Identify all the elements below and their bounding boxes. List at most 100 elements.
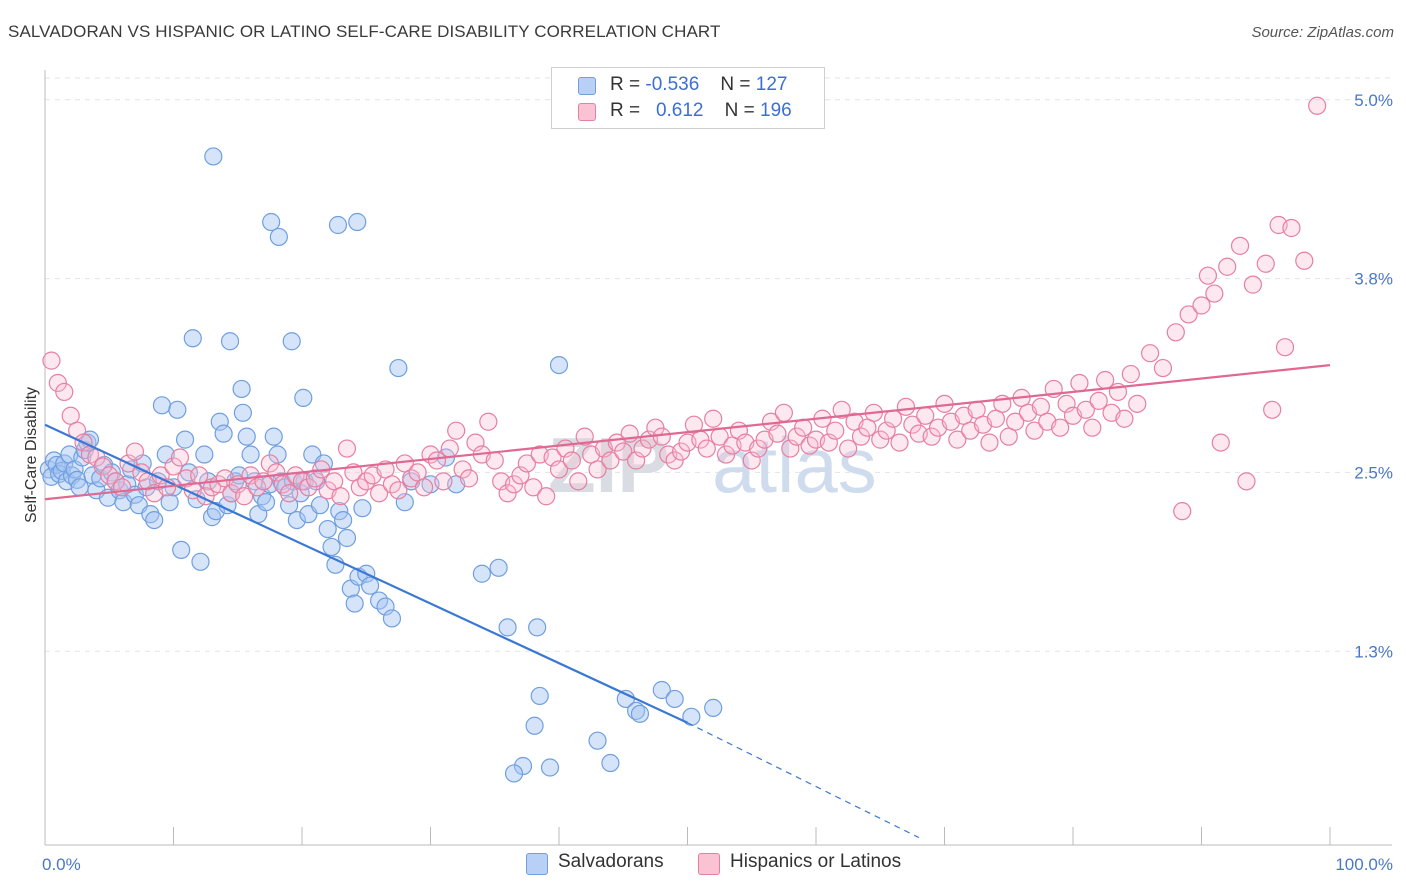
hispanics-point-124 [839,439,858,458]
salvadorans-point-121 [704,698,723,717]
chart-source: Source: ZipAtlas.com [1251,24,1394,41]
salvadorans-point-100 [282,332,301,351]
hispanics-point-172 [1166,323,1185,342]
hispanics-point-168 [1121,364,1140,384]
hispanics-point-185 [1211,433,1230,452]
hispanics-point-181 [1282,218,1301,238]
hispanics-point-40 [299,478,318,497]
hispanics-point-167 [1115,409,1134,428]
hispanics-point-54 [389,481,408,500]
hispanics-point-187 [1263,400,1282,419]
hispanics-point-34 [260,454,279,473]
salvadorans-point-99 [269,227,288,247]
hispanics-point-87 [601,451,620,470]
legend-r-value-hispanics: 0.612 [655,100,704,121]
salvadorans-point-35 [152,396,172,415]
hispanics-point-175 [1205,284,1224,303]
hispanics-point-116 [787,427,806,446]
salvadorans-point-101 [294,388,313,407]
salvadorans-point-102 [328,215,348,235]
series-hispanics-points [42,96,1327,521]
salvadorans-point-37 [160,493,179,512]
salvadorans-point-89 [361,576,380,595]
chart-title: SALVADORAN VS HISPANIC OR LATINO SELF-CA… [8,22,721,41]
salvadorans-point-64 [264,427,283,446]
hispanics-point-63 [447,421,466,440]
salvadorans-point-96 [220,332,240,351]
hispanics-point-169 [1128,394,1147,413]
hispanics-point-183 [1308,96,1327,115]
grid-lines [45,77,1392,652]
hispanics-point-131 [883,409,903,428]
hispanics-point-161 [1076,400,1095,419]
hispanics-point-179 [1256,254,1275,273]
hispanics-point-51 [370,484,389,503]
legend-r-label: R = [610,100,641,121]
series-legend: Salvadorans Hispanics or Latinos [0,850,1406,880]
hispanics-point-95 [652,427,671,446]
hispanics-point-163 [1089,391,1108,410]
hispanics-point-113 [768,424,787,443]
hispanics-point-11 [112,478,132,497]
salvadorans-point-87 [353,499,372,518]
trend-line-hispanics [44,364,1331,501]
y-tick-label-3: 5.0% [1354,91,1393,110]
salvadorans-point-45 [191,552,210,571]
salvadorans-point-22 [102,463,121,482]
salvadorans-point-51 [214,424,233,443]
hispanics-point-62 [440,439,459,458]
hispanics-point-98 [671,442,691,461]
hispanics-point-0 [42,351,61,370]
salvadorans-point-50 [210,412,229,431]
trend-line-salvadorans-extension [687,722,920,839]
x-tick-label-1: 100.0% [1335,855,1393,874]
salvadorans-point-56 [233,403,252,422]
hispanics-point-114 [774,403,793,422]
hispanics-point-188 [1275,338,1295,357]
hispanics-point-2 [55,382,74,402]
legend-n-label: N = [724,100,755,121]
salvadorans-point-83 [337,528,357,548]
salvadorans-point-123 [540,758,560,777]
hispanics-point-157 [1051,418,1070,437]
legend-swatch-salvadorans [526,853,548,875]
hispanics-point-122 [826,421,845,440]
hispanics-point-162 [1083,418,1102,437]
hispanics-point-129 [871,430,890,449]
correlation-legend: R = -0.536 N = 127 R = 0.612 N = 196 [551,67,825,129]
hispanics-point-103 [704,409,723,428]
salvadorans-point-41 [175,430,195,449]
legend-n-value-hispanics: 196 [760,100,792,121]
hispanics-point-171 [1153,358,1173,378]
legend-label-hispanics: Hispanics or Latinos [730,851,902,872]
hispanics-point-8 [93,457,112,476]
hispanics-point-74 [517,454,536,473]
hispanics-point-177 [1230,236,1250,255]
hispanics-point-182 [1295,251,1314,270]
hispanics-point-164 [1096,370,1115,390]
hispanics-point-141 [948,430,967,449]
hispanics-point-79 [549,460,569,479]
salvadorans-point-70 [287,510,306,530]
hispanics-point-173 [1179,305,1198,324]
axes [44,70,1392,846]
hispanics-point-176 [1218,257,1237,276]
salvadorans-point-95 [204,147,223,166]
hispanics-point-46 [337,439,357,458]
legend-swatch-salvadorans [578,77,596,95]
hispanics-point-68 [479,412,498,431]
hispanics-point-58 [414,478,434,497]
salvadorans-point-124 [504,764,524,783]
hispanics-point-134 [903,415,922,434]
salvadorans-point-78 [318,519,337,539]
salvadorans-point-113 [588,731,607,750]
hispanics-point-71 [498,484,517,503]
hispanics-point-37 [280,484,299,503]
hispanics-point-102 [697,439,716,458]
legend-n-value-salvadorans: 127 [755,74,788,95]
salvadorans-point-39 [168,400,187,419]
salvadorans-point-104 [389,358,408,378]
salvadorans-point-97 [232,379,251,399]
hispanics-point-64 [453,460,472,479]
salvadorans-point-76 [310,496,330,515]
